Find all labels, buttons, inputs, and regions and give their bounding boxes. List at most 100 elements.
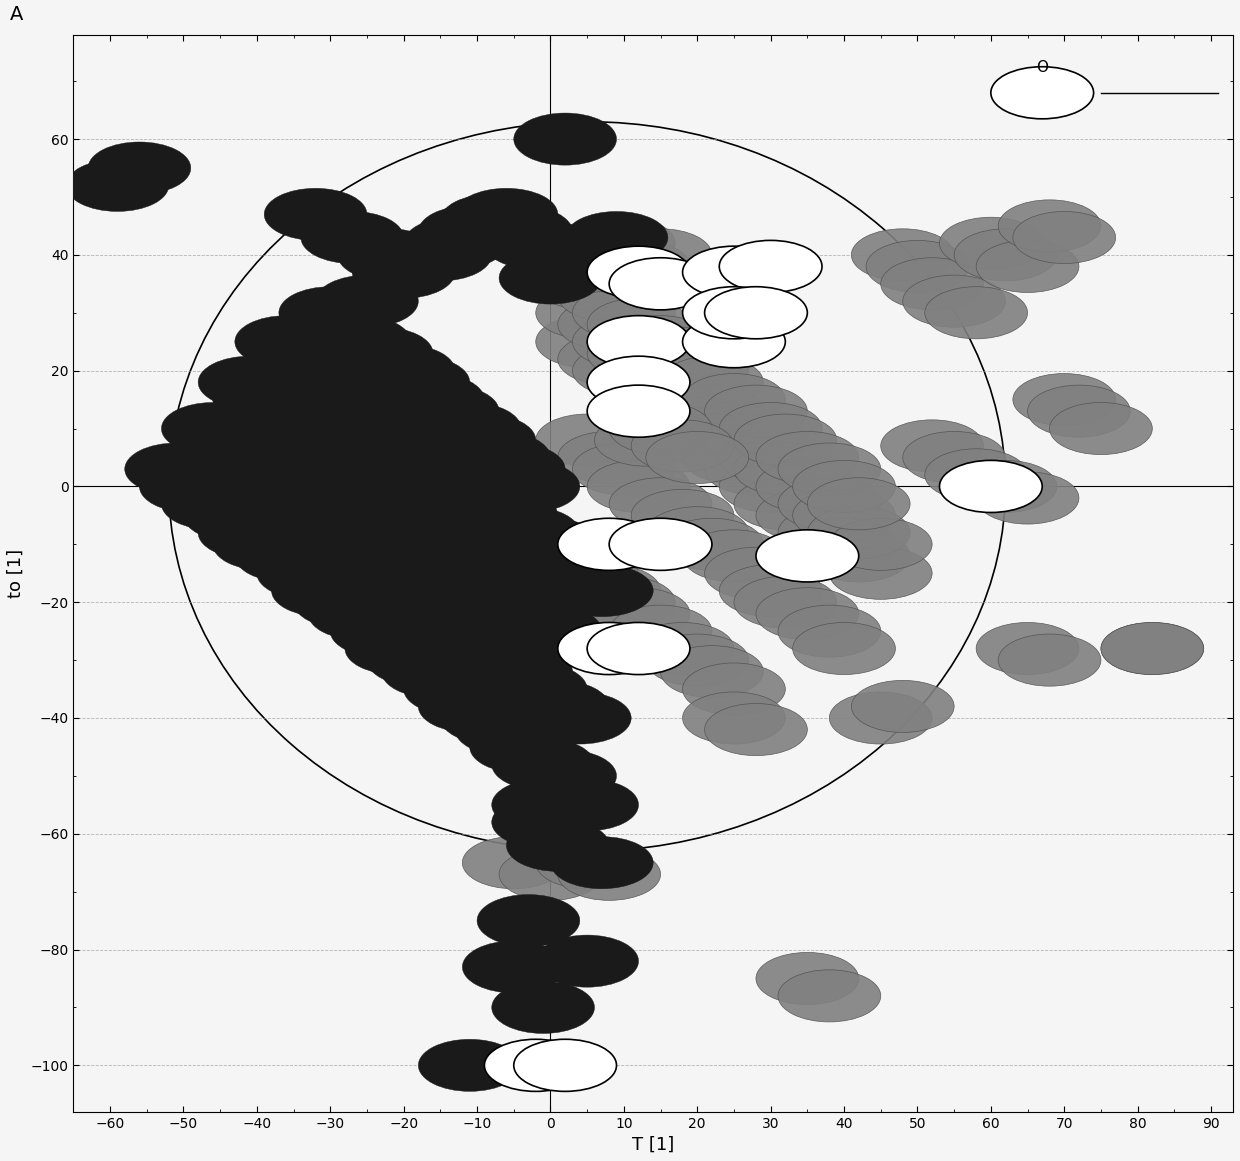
Ellipse shape [455,704,558,756]
Ellipse shape [1013,211,1116,264]
Ellipse shape [792,622,895,675]
Ellipse shape [682,432,785,483]
Ellipse shape [631,356,734,409]
Ellipse shape [234,391,337,444]
Ellipse shape [704,414,807,467]
Ellipse shape [925,449,1028,500]
Ellipse shape [184,414,286,467]
Ellipse shape [433,414,536,467]
Ellipse shape [1049,403,1152,455]
Ellipse shape [756,461,859,512]
Ellipse shape [631,327,734,380]
Ellipse shape [777,506,880,558]
Ellipse shape [492,796,594,849]
Ellipse shape [360,473,463,524]
Ellipse shape [976,240,1079,293]
Ellipse shape [588,461,689,512]
Ellipse shape [161,403,264,455]
Ellipse shape [455,188,558,240]
Ellipse shape [294,304,397,356]
Ellipse shape [661,518,764,570]
Ellipse shape [418,449,521,500]
Ellipse shape [382,449,485,500]
Ellipse shape [125,444,227,495]
Ellipse shape [309,587,410,640]
Ellipse shape [367,634,470,686]
Ellipse shape [397,385,498,438]
Ellipse shape [330,368,433,420]
Ellipse shape [418,205,521,258]
Ellipse shape [294,576,397,628]
Ellipse shape [704,704,807,756]
Ellipse shape [352,477,455,529]
Ellipse shape [682,403,785,455]
Ellipse shape [139,461,242,512]
Ellipse shape [852,229,954,281]
Ellipse shape [558,622,661,675]
Ellipse shape [345,420,448,473]
Ellipse shape [330,553,433,605]
Ellipse shape [367,356,470,409]
Ellipse shape [777,444,880,495]
Ellipse shape [360,512,463,564]
Ellipse shape [418,1039,521,1091]
Ellipse shape [661,414,764,467]
Ellipse shape [807,506,910,558]
Ellipse shape [433,547,536,599]
Ellipse shape [257,333,360,385]
Ellipse shape [830,518,932,570]
Ellipse shape [734,477,837,529]
Ellipse shape [448,564,551,616]
Ellipse shape [536,287,639,339]
Ellipse shape [558,269,661,322]
X-axis label: T [1]: T [1] [632,1137,675,1154]
Ellipse shape [498,849,601,900]
Ellipse shape [309,374,410,426]
Ellipse shape [345,500,448,553]
Ellipse shape [558,432,661,483]
Ellipse shape [573,444,676,495]
Text: A: A [10,5,24,24]
Ellipse shape [573,287,676,339]
Ellipse shape [88,142,191,194]
Ellipse shape [463,444,565,495]
Ellipse shape [477,506,580,558]
Ellipse shape [558,298,661,351]
Ellipse shape [345,449,448,500]
Ellipse shape [513,529,616,582]
Ellipse shape [852,680,954,733]
Ellipse shape [631,622,734,675]
Ellipse shape [756,587,859,640]
Ellipse shape [485,217,588,269]
Ellipse shape [309,518,410,570]
Ellipse shape [976,622,1079,675]
Ellipse shape [588,587,689,640]
Ellipse shape [807,477,910,529]
Ellipse shape [682,374,785,426]
Ellipse shape [367,489,470,541]
Ellipse shape [528,547,631,599]
Ellipse shape [609,403,712,455]
Ellipse shape [631,420,734,473]
Ellipse shape [558,223,661,275]
Ellipse shape [418,529,521,582]
Ellipse shape [382,576,485,628]
Ellipse shape [221,444,322,495]
Ellipse shape [330,605,433,657]
Ellipse shape [213,374,315,426]
Ellipse shape [382,646,485,698]
Ellipse shape [404,518,506,570]
Ellipse shape [880,258,983,310]
Ellipse shape [756,489,859,541]
Ellipse shape [382,374,485,426]
Ellipse shape [345,473,448,524]
Ellipse shape [249,403,352,455]
Ellipse shape [330,461,433,512]
Ellipse shape [309,316,410,368]
Ellipse shape [756,432,859,483]
Ellipse shape [998,200,1101,252]
Ellipse shape [294,432,397,483]
Ellipse shape [536,316,639,368]
Y-axis label: to [1]: to [1] [7,549,25,598]
Ellipse shape [573,316,676,368]
